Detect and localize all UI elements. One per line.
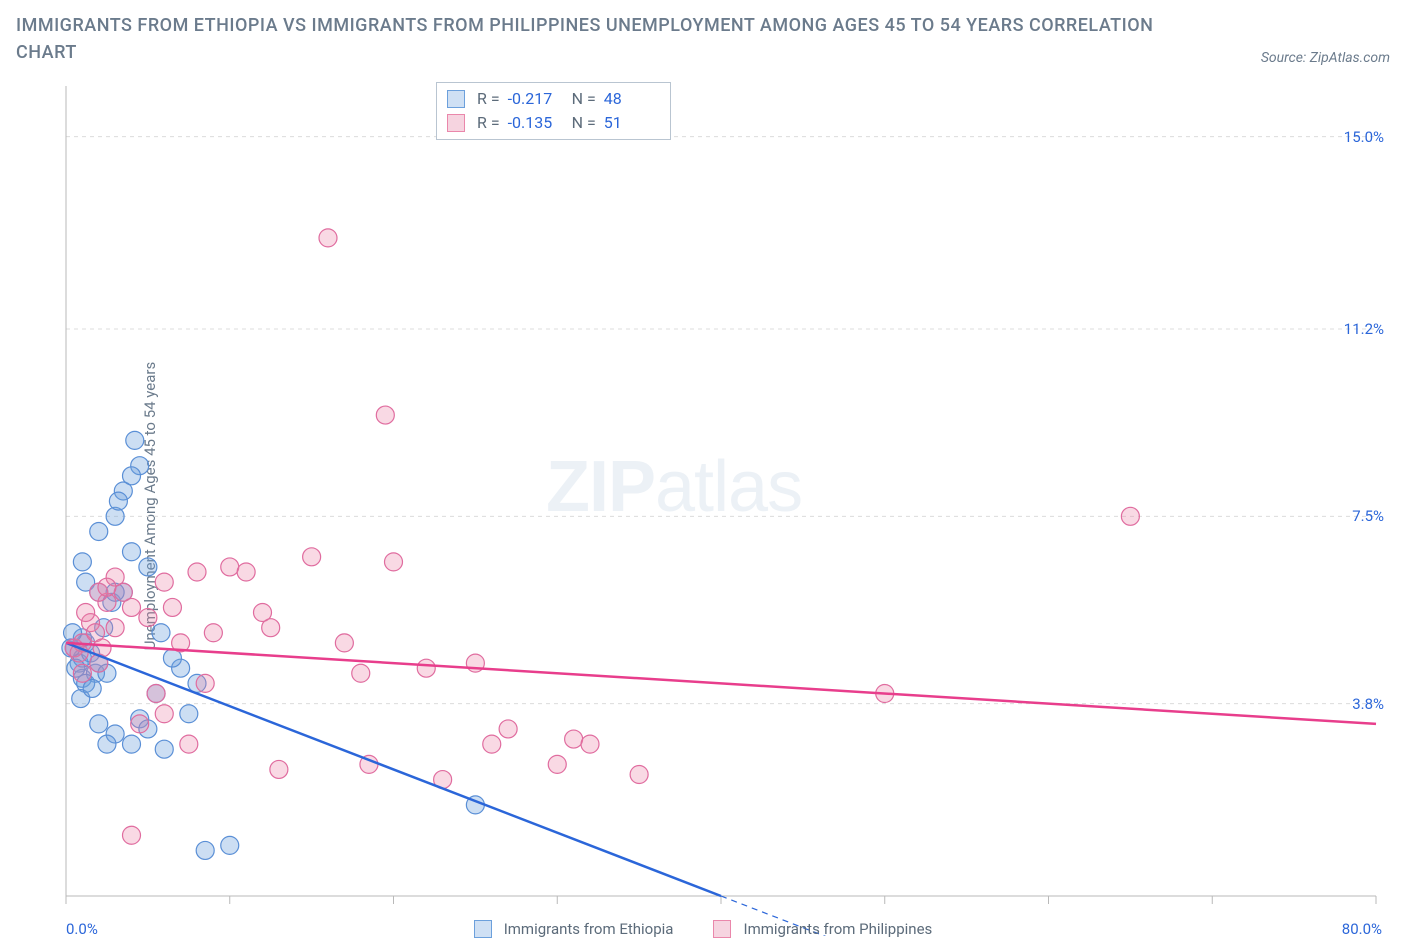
n-label-0: N = [572,87,596,111]
n-value-0: 48 [604,87,660,111]
legend-label-0: Immigrants from Ethiopia [504,920,674,938]
y-tick-label: 7.5% [1352,507,1384,525]
y-tick-label: 15.0% [1344,128,1384,146]
r-value-0: -0.217 [508,87,564,111]
stats-row-0: R = -0.217 N = 48 [447,87,660,111]
r-label-1: R = [477,111,500,135]
n-value-1: 51 [604,111,660,135]
stats-swatch-0 [447,90,465,108]
source-attribution: Source: ZipAtlas.com [1261,50,1390,66]
y-tick-label: 3.8% [1352,695,1384,713]
stats-box: R = -0.217 N = 48 R = -0.135 N = 51 [436,82,671,140]
stats-swatch-1 [447,114,465,132]
r-label-0: R = [477,87,500,111]
stats-row-1: R = -0.135 N = 51 [447,111,660,135]
bottom-legend: Immigrants from Ethiopia Immigrants from… [16,920,1390,938]
scatter-chart-svg [16,76,1390,936]
legend-item-1: Immigrants from Philippines [713,920,932,938]
r-value-1: -0.135 [508,111,564,135]
legend-swatch-0 [474,920,492,938]
chart-container: Unemployment Among Ages 45 to 54 years Z… [16,76,1390,936]
legend-item-0: Immigrants from Ethiopia [474,920,674,938]
n-label-1: N = [572,111,596,135]
legend-label-1: Immigrants from Philippines [743,920,932,938]
legend-swatch-1 [713,920,731,938]
chart-title: IMMIGRANTS FROM ETHIOPIA VS IMMIGRANTS F… [16,12,1156,66]
y-tick-label: 11.2% [1344,320,1384,338]
